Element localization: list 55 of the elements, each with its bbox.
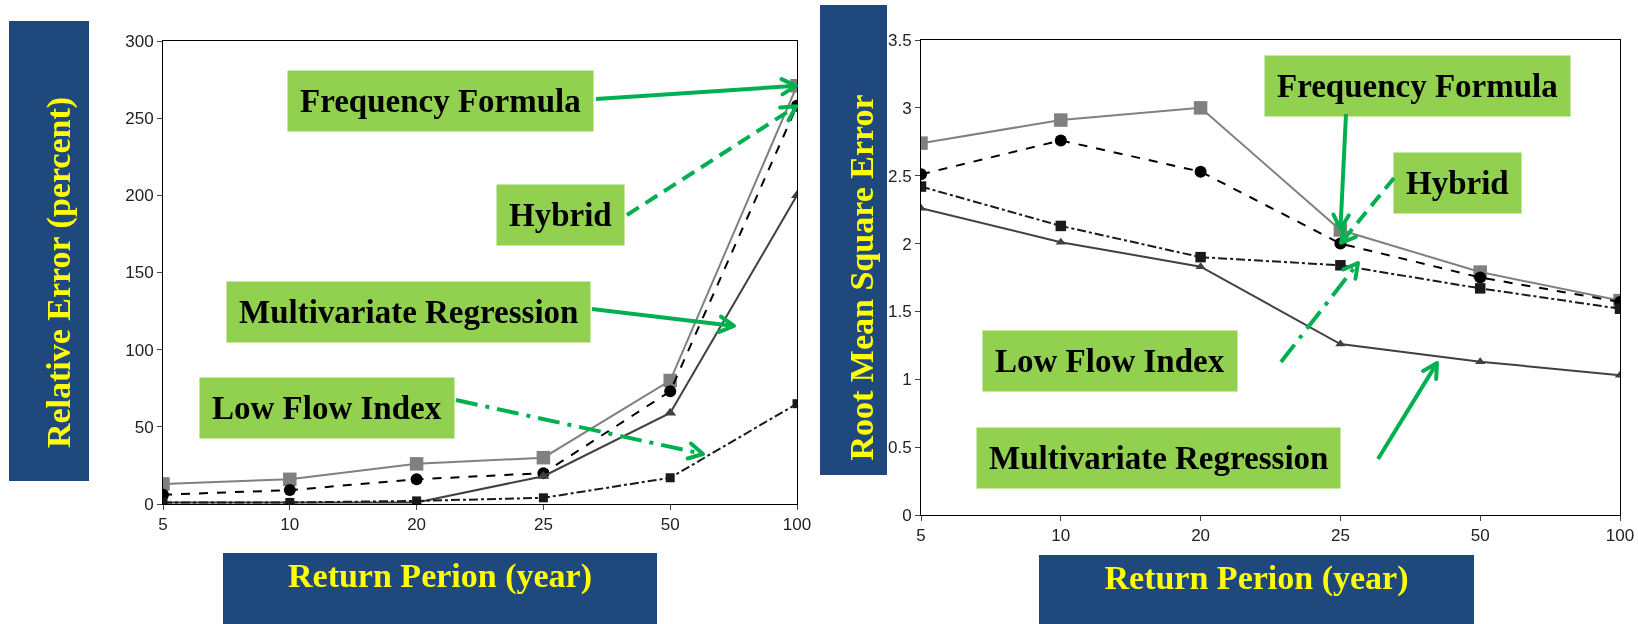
y-tick-label: 2 [902,234,912,254]
point [409,457,424,471]
point [536,450,551,465]
y-tick-label: 150 [125,263,154,283]
y-tick-label: 300 [125,31,154,51]
point [1474,271,1487,284]
point [283,484,296,497]
x-tick-label: 25 [533,515,553,535]
y-tick-label: 200 [125,186,154,206]
y-tick-label: 2.5 [887,166,912,186]
x-tick-label: 5 [916,526,926,546]
x-tick-label: 25 [1330,526,1350,546]
y-tick-label: 3.5 [887,30,912,50]
point [1193,101,1208,115]
x-tick-label: 20 [1191,526,1211,546]
x-tick-label: 5 [158,515,168,535]
annotation: Multivariate Regression [989,440,1329,476]
point [1054,113,1068,127]
x-tick-label: 50 [1470,526,1490,546]
annotation: Hybrid [509,197,612,233]
point [410,473,423,486]
annotation: Low Flow Index [995,343,1225,379]
point [1474,283,1486,294]
point [664,385,677,398]
x-tick-label: 50 [660,515,680,535]
x-axis-title: Return Perion (year) [223,553,657,624]
y-tick-label: 50 [134,417,154,437]
y-tick-label: 0 [144,494,154,514]
annotation: Multivariate Regression [239,294,579,330]
x-tick-label: 10 [1051,526,1071,546]
annotation: Low Flow Index [212,390,442,426]
y-tick-label: 0.5 [887,438,912,458]
y-tick-label: 1 [902,370,912,390]
annotation: Hybrid [1406,165,1509,201]
x-axis-title: Return Perion (year) [1039,555,1474,624]
point [1054,134,1067,147]
point [1194,165,1207,178]
y-tick-label: 100 [125,340,154,360]
point [1195,251,1206,263]
y-tick-label: 1.5 [887,302,912,322]
point [283,472,297,487]
x-tick-label: 20 [407,515,427,535]
point [665,473,675,483]
x-tick-label: 10 [280,515,300,535]
y-axis-title: Root Mean Square Error [842,94,880,461]
x-tick-label: 100 [782,515,812,535]
point [538,493,548,503]
x-tick-label: 100 [1605,526,1635,546]
annotation: Frequency Formula [300,83,581,119]
y-tick-label: 0 [902,505,912,525]
y-tick-label: 3 [902,98,912,118]
annotation: Frequency Formula [1277,68,1558,104]
y-tick-label: 250 [125,109,154,129]
y-axis-title: Relative Error (percent) [39,96,78,449]
point [1055,220,1067,232]
